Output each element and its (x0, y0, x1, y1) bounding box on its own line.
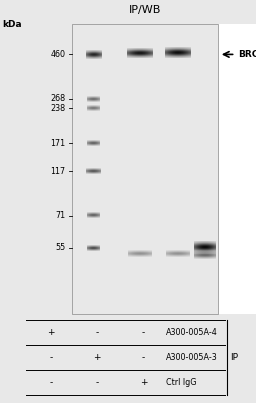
Text: 460: 460 (50, 50, 65, 59)
Text: 238: 238 (50, 104, 65, 112)
Bar (72, 24, 218, 314)
Text: IP/WB: IP/WB (129, 5, 161, 15)
Text: 268: 268 (50, 94, 65, 103)
Text: 171: 171 (50, 139, 65, 147)
Text: IP: IP (230, 353, 238, 362)
Text: 71: 71 (55, 211, 65, 220)
Text: -: - (142, 328, 145, 337)
Text: BRCA2: BRCA2 (238, 50, 256, 59)
Text: A300-005A-4: A300-005A-4 (166, 328, 218, 337)
Text: -: - (50, 353, 53, 362)
Bar (218, 24, 256, 314)
Text: +: + (93, 353, 101, 362)
Text: -: - (142, 353, 145, 362)
Text: -: - (50, 378, 53, 387)
Text: 117: 117 (50, 167, 65, 176)
Text: Ctrl IgG: Ctrl IgG (166, 378, 197, 387)
Text: A300-005A-3: A300-005A-3 (166, 353, 218, 362)
Text: +: + (140, 378, 147, 387)
Text: kDa: kDa (3, 20, 22, 29)
Text: -: - (96, 378, 99, 387)
Text: +: + (47, 328, 55, 337)
Text: 55: 55 (55, 243, 65, 252)
Text: -: - (96, 328, 99, 337)
